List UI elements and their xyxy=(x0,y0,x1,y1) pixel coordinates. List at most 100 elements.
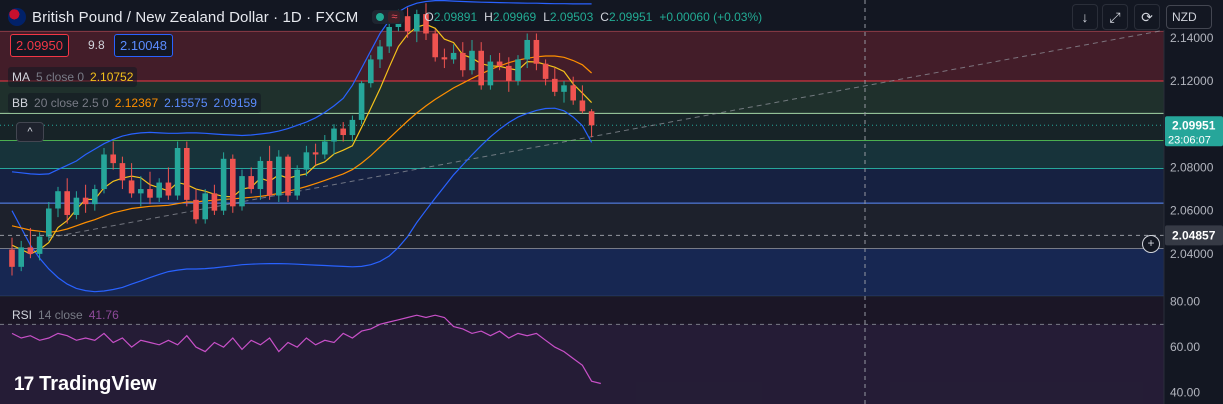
candle-body xyxy=(496,61,503,66)
candle-body xyxy=(156,182,162,198)
change-value: +0.00060 (+0.03%) xyxy=(659,10,763,24)
candle-body xyxy=(349,119,356,136)
candle-body xyxy=(147,189,153,198)
candle-body xyxy=(101,154,107,190)
price-zone xyxy=(0,31,1164,82)
symbol-header[interactable]: British Pound / New Zealand Dollar · 1D … xyxy=(8,6,762,28)
candle-body xyxy=(266,160,273,196)
bb-legend[interactable]: BB 20 close 2.5 0 2.12367 2.15575 2.0915… xyxy=(8,93,261,113)
price-zones xyxy=(0,30,1164,296)
bb-upper-value: 2.15575 xyxy=(164,96,208,110)
candle-body xyxy=(588,111,595,126)
expand-icon[interactable]: ⤢ xyxy=(1102,4,1128,30)
low-value: 2.09503 xyxy=(549,10,594,24)
ma-name: MA xyxy=(12,70,30,84)
candle-body xyxy=(184,148,190,200)
candle-body xyxy=(303,152,310,170)
candle-body xyxy=(294,169,300,196)
candle-body xyxy=(230,158,236,207)
candle-body xyxy=(92,189,98,205)
candle-body xyxy=(36,236,43,254)
tradingview-logo[interactable]: 17 TradingView xyxy=(14,373,157,396)
close-label: C xyxy=(600,10,609,24)
rsi-name: RSI xyxy=(12,308,33,322)
candle-body xyxy=(46,208,52,237)
price-zone xyxy=(0,113,1164,141)
bb-params: 20 close 2.5 0 xyxy=(34,96,109,110)
candle-body xyxy=(561,85,567,92)
candle-body xyxy=(9,249,15,267)
candle-body xyxy=(55,191,61,209)
price-tick-label: 2.08000 xyxy=(1170,160,1214,174)
market-open-dot-icon xyxy=(376,13,385,21)
rsi-tick-label: 40.00 xyxy=(1170,386,1200,400)
price-zone xyxy=(0,203,1164,249)
bb-lower-value: 2.09159 xyxy=(213,96,257,110)
price-zone xyxy=(0,140,1164,169)
buy-button[interactable]: 2.10048 xyxy=(114,34,173,57)
candle-body xyxy=(377,46,383,60)
current-price-tag xyxy=(1165,116,1223,147)
candle-body xyxy=(257,160,264,190)
price-axis[interactable]: 2.140002.120002.100002.080002.060002.040… xyxy=(1163,0,1223,404)
candle-body xyxy=(487,61,494,86)
price-zone xyxy=(0,248,1164,296)
candle-body xyxy=(110,154,116,164)
candle-body xyxy=(552,78,558,92)
bb-basis-line xyxy=(11,55,592,233)
sell-button[interactable]: 2.09950 xyxy=(10,34,69,57)
price-tick-label: 2.14000 xyxy=(1170,31,1214,45)
ma-params: 5 close 0 xyxy=(36,70,85,84)
rsi-pane xyxy=(0,314,1164,404)
open-value: 2.09891 xyxy=(433,10,478,24)
rsi-tick-label: 60.00 xyxy=(1170,340,1200,354)
candle-body xyxy=(138,189,144,194)
candle-body xyxy=(165,182,172,196)
price-tick-label: 2.06000 xyxy=(1170,204,1214,218)
candle-body xyxy=(524,39,530,60)
arrow-down-icon[interactable]: ↓ xyxy=(1072,4,1098,30)
candle-body xyxy=(64,191,70,215)
tradingview-logo-icon: 17 xyxy=(14,373,34,395)
spread-value: 9.8 xyxy=(88,38,105,52)
rsi-line xyxy=(11,314,601,385)
symbol-title[interactable]: British Pound / New Zealand Dollar · 1D … xyxy=(32,8,359,26)
price-zone xyxy=(0,168,1164,204)
price-tick-label: 2.12000 xyxy=(1170,74,1214,88)
candle-body xyxy=(27,247,34,254)
candle-body xyxy=(533,39,540,64)
bb-basis-value: 2.12367 xyxy=(114,96,159,110)
candle-body xyxy=(119,163,126,181)
ma-value: 2.10752 xyxy=(90,70,134,84)
crosshair xyxy=(0,0,1164,404)
market-status-badge[interactable]: ≈ xyxy=(372,10,405,24)
rsi-value: 41.76 xyxy=(88,308,119,322)
rsi-params: 14 close xyxy=(38,308,83,322)
candle-body xyxy=(248,176,254,190)
candle-body xyxy=(579,100,586,112)
currency-select[interactable]: NZD xyxy=(1166,5,1212,29)
rsi-legend[interactable]: RSI 14 close 41.76 xyxy=(8,305,123,325)
candle-body xyxy=(469,50,475,71)
candle-body xyxy=(404,16,411,32)
candle-body xyxy=(202,193,208,220)
candle-body xyxy=(358,83,365,120)
candle-body xyxy=(174,148,181,196)
add-alert-icon[interactable]: + xyxy=(1142,235,1160,253)
price-tick-label: 2.04000 xyxy=(1170,247,1214,261)
collapse-legend-button[interactable]: ^ xyxy=(16,122,44,142)
open-label: O xyxy=(424,10,434,24)
current-price-label: 2.09951 xyxy=(1172,118,1216,132)
indicator-lines xyxy=(11,0,593,293)
ohlc-readout: O2.09891 H2.09969 L2.09503 C2.09951 +0.0… xyxy=(424,10,762,24)
close-value: 2.09951 xyxy=(608,10,653,24)
candle-body xyxy=(82,197,89,205)
camera-icon[interactable]: ⟳ xyxy=(1134,4,1160,30)
high-value: 2.09969 xyxy=(492,10,537,24)
rsi-tick-label: 80.00 xyxy=(1170,295,1200,309)
ma-legend[interactable]: MA 5 close 0 2.10752 xyxy=(8,67,138,87)
candle-body xyxy=(193,199,199,220)
candle-body xyxy=(211,193,218,211)
candle-body xyxy=(18,247,24,267)
